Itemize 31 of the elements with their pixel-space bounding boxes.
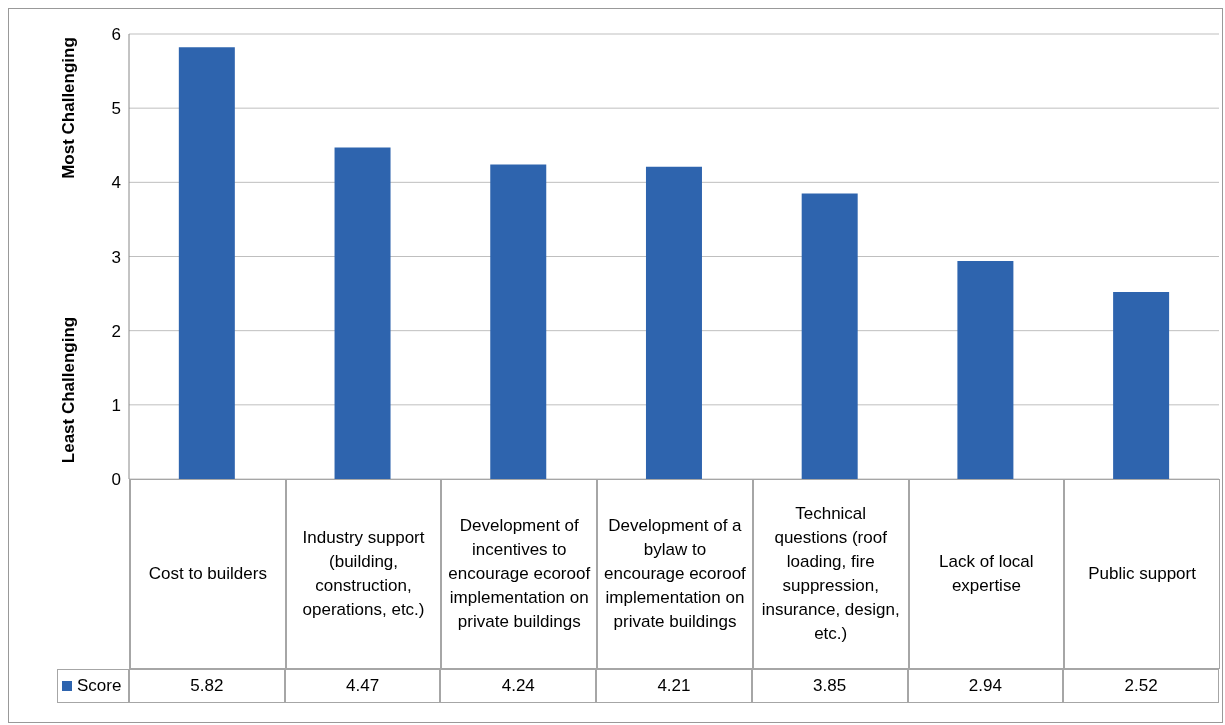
y-tick-label: 5	[111, 99, 121, 119]
data-label: 2.52	[1063, 669, 1219, 703]
data-label: 4.47	[284, 669, 441, 703]
data-label: 4.24	[440, 669, 597, 703]
x-tick-label: Development of incentives to encourage ecoroof implementation on private buildings	[441, 479, 598, 669]
x-tick-label: Technical questions (roof loading, fire suppression, insurance, design, etc.)	[752, 479, 909, 669]
bar	[645, 166, 702, 479]
x-tick-label: Lack of local expertise	[908, 479, 1065, 669]
bar	[1113, 292, 1170, 479]
y-tick-label: 2	[111, 321, 121, 341]
bar	[490, 164, 547, 479]
y-tick-label: 4	[111, 173, 121, 193]
bar	[334, 147, 391, 479]
bar	[801, 193, 858, 479]
data-label: 4.21	[596, 669, 752, 703]
bar	[178, 47, 235, 479]
data-label: 3.85	[751, 669, 908, 703]
x-tick-label: Development of a bylaw to encourage ecoroof implementation on private buildings	[597, 479, 753, 669]
bar	[957, 260, 1014, 479]
x-tick-label: Public support	[1064, 479, 1220, 669]
data-label: 2.94	[907, 669, 1064, 703]
y-axis-title: Most Challenging	[59, 37, 79, 179]
text: Least Challenging	[59, 316, 79, 464]
y-tick-label: 1	[111, 395, 121, 415]
data-label: 5.82	[129, 669, 285, 703]
y-tick-label: 3	[111, 247, 121, 267]
y-tick-label: 0	[111, 470, 121, 490]
legend-label: Score	[57, 669, 129, 703]
x-tick-label: Industry support (building, construction, operations, etc.)	[285, 479, 442, 669]
y-tick-label: 6	[111, 25, 121, 45]
x-tick-label: Cost to builders	[130, 479, 286, 669]
